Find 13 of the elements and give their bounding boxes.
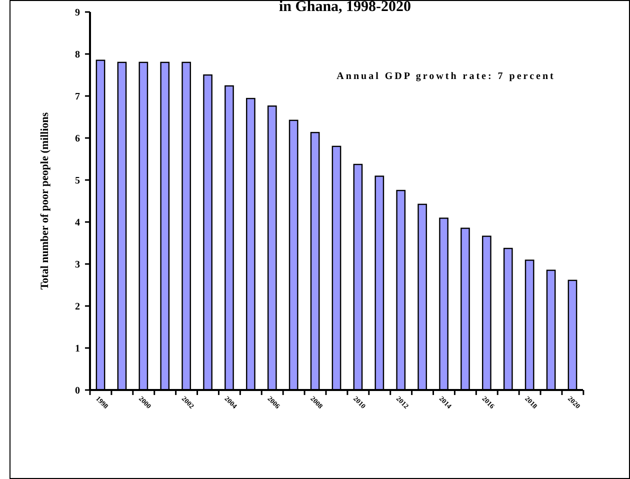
y-tick-label: 2 (75, 302, 80, 312)
y-tick-label: 0 (75, 386, 80, 396)
y-tick-label: 4 (75, 218, 80, 228)
y-tick-label: 1 (75, 344, 80, 354)
y-tick-label: 6 (75, 134, 80, 144)
chart-title: in Ghana, 1998-2020 (278, 0, 412, 15)
y-axis-title: Total number of poor people (millions (39, 112, 51, 290)
y-tick-label: 7 (75, 92, 80, 102)
y-tick-label: 9 (75, 8, 80, 18)
annotation: Annual GDP growth rate: 7 percent (336, 71, 556, 82)
y-tick-label: 3 (75, 260, 80, 270)
y-tick-label: 5 (75, 176, 80, 186)
y-tick-label: 8 (75, 50, 80, 60)
